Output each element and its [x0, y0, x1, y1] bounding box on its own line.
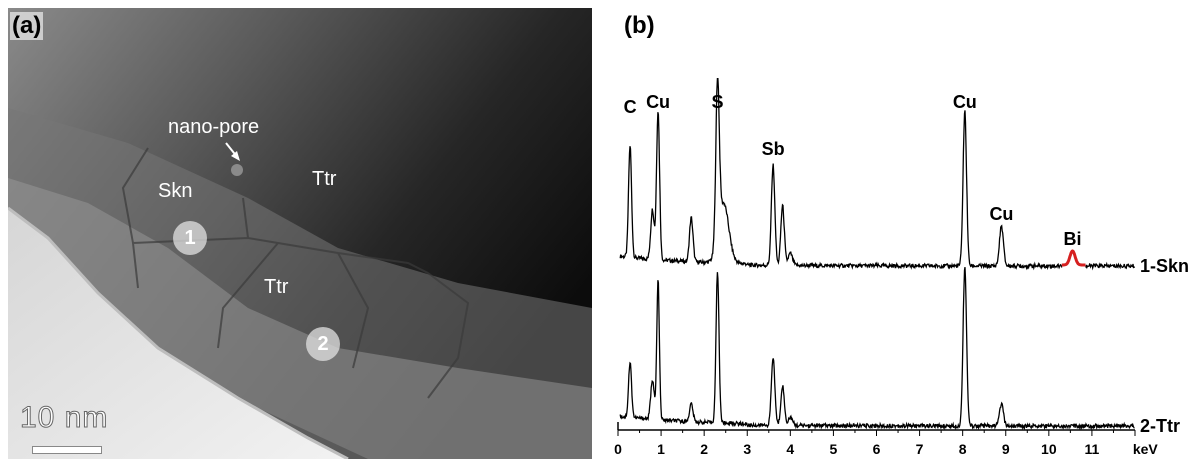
x-tick-label: 9 — [1002, 441, 1010, 457]
peak-label: Sb — [762, 139, 785, 159]
point-2-marker: 2 — [306, 327, 340, 361]
x-tick-label: 8 — [959, 441, 967, 457]
spectrum-line-1-skn — [619, 77, 1136, 271]
x-tick-label: 3 — [743, 441, 751, 457]
bi-peak-highlight — [1061, 249, 1086, 267]
x-tick-label: 0 — [614, 441, 622, 457]
x-tick-label: 11 — [1085, 441, 1100, 457]
tem-image — [8, 8, 592, 459]
series-label: 2-Ttr — [1140, 416, 1180, 436]
x-tick-label: 5 — [830, 441, 838, 457]
peak-label: C — [624, 97, 637, 117]
x-tick-label: 4 — [786, 441, 794, 457]
tem-image-panel: nano-pore Skn Ttr Ttr 1 2 10 nm — [8, 8, 592, 459]
x-axis-label: keV — [1133, 441, 1159, 457]
eds-spectra-panel: (b) 0 1 2 3 4 5 6 7 8 9 10 11 keV 1-Skn 2-Ttr C Cu S Sb Cu C… — [600, 0, 1199, 459]
peak-label: Cu — [989, 204, 1013, 224]
ttr-lower-label: Ttr — [264, 276, 289, 298]
peak-label: S — [712, 92, 724, 112]
x-tick-label: 10 — [1041, 441, 1057, 457]
skn-label: Skn — [158, 180, 193, 202]
ttr-upper-label: Ttr — [312, 168, 337, 190]
scale-bar — [32, 446, 102, 454]
eds-chart: 0 1 2 3 4 5 6 7 8 9 10 11 keV 1-Skn 2-Ttr C Cu S Sb Cu Cu Bi — [614, 77, 1189, 457]
x-tick-label: 2 — [700, 441, 708, 457]
point-1-marker: 1 — [173, 221, 207, 255]
scale-bar-label: 10 nm — [19, 401, 109, 435]
x-tick-label: 6 — [873, 441, 881, 457]
peak-label: Bi — [1064, 229, 1082, 249]
x-tick-label: 7 — [916, 441, 924, 457]
x-tick-label: 1 — [657, 441, 665, 457]
panel-a-label: (a) — [10, 12, 44, 40]
panel-b-label: (b) — [624, 12, 655, 39]
nano-pore-label: nano-pore — [168, 116, 260, 138]
peak-label: Cu — [646, 92, 670, 112]
peak-label: Cu — [953, 92, 977, 112]
series-label: 1-Skn — [1140, 256, 1189, 276]
spectrum-line-2-ttr — [619, 266, 1135, 431]
